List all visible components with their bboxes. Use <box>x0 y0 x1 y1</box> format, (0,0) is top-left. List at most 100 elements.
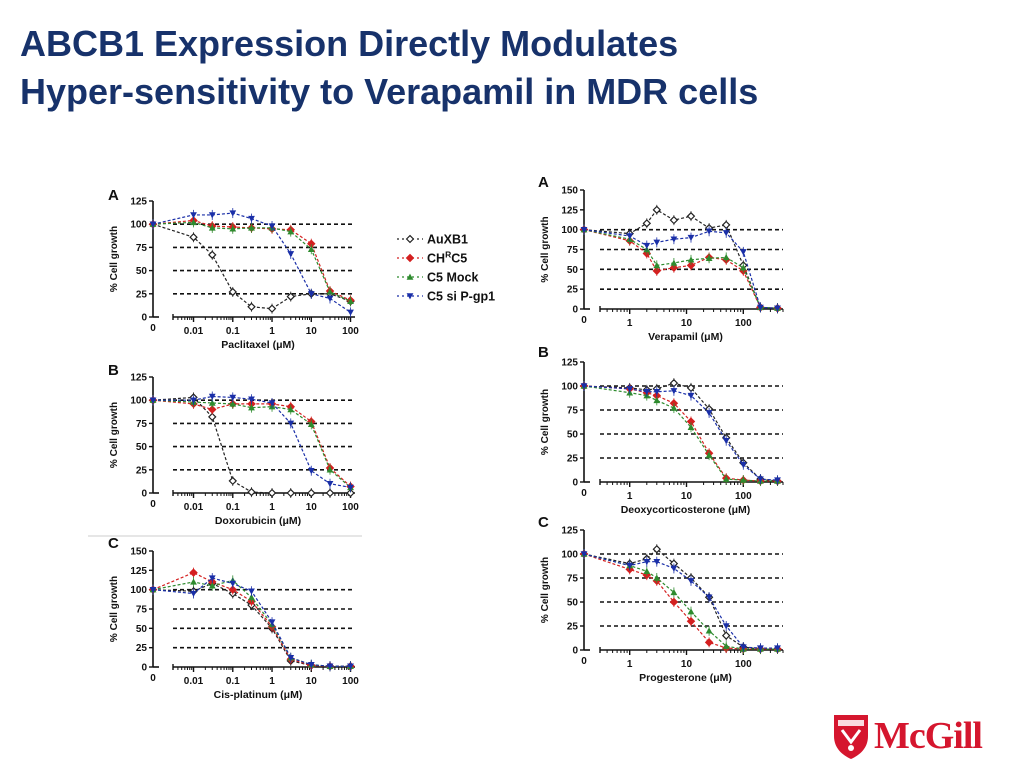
data-point <box>229 394 237 401</box>
x-tick-label: 0.1 <box>226 676 240 687</box>
data-point <box>686 261 696 270</box>
data-point <box>287 228 295 235</box>
y-tick-label: 100 <box>130 585 147 596</box>
x-axis-label: Progesterone (μM) <box>639 672 732 684</box>
data-point <box>248 215 255 223</box>
x-zero-tick-label: 0 <box>150 323 156 334</box>
y-tick-label: 0 <box>572 646 578 657</box>
data-point <box>287 251 295 258</box>
y-tick-label: 125 <box>130 373 147 384</box>
series-4 <box>580 549 781 654</box>
x-tick-label: 10 <box>306 676 318 687</box>
data-point <box>653 239 661 246</box>
data-point <box>267 304 277 313</box>
y-axis-label: % Cell growth <box>540 557 551 623</box>
data-point <box>208 212 216 219</box>
legend-label-text: C5 si P-gp1 <box>427 290 495 304</box>
data-point <box>653 397 661 404</box>
data-point <box>228 585 238 594</box>
y-tick-label: 100 <box>561 382 578 393</box>
x-tick-label: 1 <box>269 676 275 687</box>
y-tick-label: 100 <box>561 550 578 561</box>
y-axis-label: % Cell growth <box>109 402 120 468</box>
y-tick-label: 150 <box>130 547 147 558</box>
series-line <box>152 396 351 494</box>
data-point <box>670 259 678 266</box>
legend-label-text: CH <box>427 252 445 266</box>
series-3 <box>580 549 781 655</box>
y-axis-label: % Cell growth <box>540 389 551 455</box>
data-point <box>208 393 216 400</box>
series-line <box>152 221 351 302</box>
series-1 <box>579 378 782 487</box>
series-4 <box>580 381 781 486</box>
data-point <box>346 488 355 498</box>
legend-label: CHRC5 <box>427 250 467 266</box>
data-point <box>739 476 747 483</box>
data-point <box>687 392 695 399</box>
series-3 <box>149 395 354 493</box>
data-point <box>739 644 747 651</box>
y-axis-label: % Cell growth <box>109 226 120 292</box>
y-tick-label: 100 <box>561 225 578 236</box>
legend-item: CHRC5 <box>397 250 467 266</box>
data-point <box>686 211 696 221</box>
x-tick-label: 1 <box>627 659 633 670</box>
x-axis-label: Verapamil (μM) <box>648 331 723 343</box>
x-zero-tick-label: 0 <box>581 488 587 499</box>
data-point <box>704 638 714 647</box>
series-1 <box>579 204 782 314</box>
panel-letter: B <box>538 344 549 361</box>
data-point <box>669 215 679 225</box>
y-tick-label: 0 <box>141 489 147 500</box>
series-line <box>583 229 778 309</box>
data-point <box>756 304 764 311</box>
y-tick-label: 0 <box>572 305 578 316</box>
data-point <box>686 616 696 626</box>
data-point <box>229 580 237 587</box>
data-point <box>248 404 255 411</box>
data-point <box>643 389 651 396</box>
panel-letter: A <box>538 174 549 191</box>
data-point <box>190 590 197 597</box>
data-point <box>208 582 216 589</box>
legend-label-sup: R <box>445 250 451 260</box>
x-axis-label: Paclitaxel (μM) <box>221 339 295 351</box>
data-point <box>739 264 747 271</box>
data-point <box>326 295 334 302</box>
data-point <box>722 254 730 261</box>
data-point <box>228 287 238 297</box>
data-point <box>347 309 354 316</box>
data-point <box>268 619 276 626</box>
data-point <box>652 266 662 276</box>
y-tick-label: 100 <box>130 220 147 231</box>
series-line <box>152 223 351 310</box>
legend-label: AuXB1 <box>427 233 468 247</box>
series-line <box>583 209 778 309</box>
data-point <box>722 438 730 445</box>
y-tick-label: 0 <box>141 663 147 674</box>
data-point <box>774 477 781 484</box>
data-point <box>247 302 256 312</box>
data-point <box>642 219 652 228</box>
series-3 <box>149 217 354 307</box>
series-line <box>152 399 351 487</box>
series-4 <box>580 224 781 314</box>
y-tick-label: 75 <box>567 406 579 417</box>
x-zero-tick-label: 0 <box>581 315 587 326</box>
data-point <box>287 406 295 413</box>
data-point <box>643 558 651 566</box>
x-tick-label: 100 <box>342 502 359 513</box>
chart-panel-5: 0 25 50 75 100 125 1 10 100 0 Deoxycorticosterone … <box>538 344 784 516</box>
y-tick-label: 75 <box>136 419 148 430</box>
data-point <box>705 594 713 601</box>
data-point <box>580 226 588 234</box>
panel-letter: B <box>108 362 119 379</box>
x-tick-label: 1 <box>627 318 633 329</box>
data-point <box>756 476 764 483</box>
legend: AuXB1 CHRC5 C5 Mock C5 si P-gp1 <box>397 233 495 304</box>
x-tick-label: 10 <box>306 326 318 337</box>
data-point <box>687 608 695 615</box>
series-2 <box>148 567 355 672</box>
series-4 <box>149 208 354 318</box>
